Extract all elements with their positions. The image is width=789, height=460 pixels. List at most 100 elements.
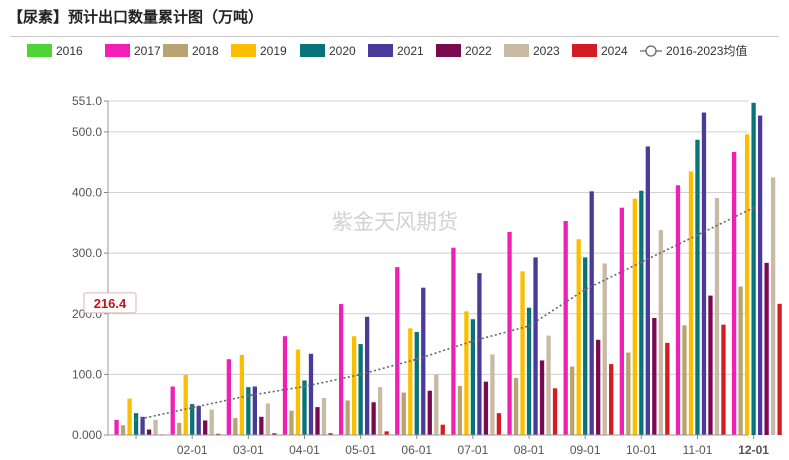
bar-2023-05-01	[377, 387, 383, 435]
y-tick-label: 300.0	[72, 246, 102, 260]
legend-swatch-2023	[504, 44, 529, 57]
bar-2018-01-01	[120, 425, 126, 435]
value-callout-text: 216.4	[94, 296, 127, 311]
legend-label-2024: 2024	[601, 44, 628, 58]
bar-2020-08-01	[526, 307, 532, 435]
bar-2017-04-01	[282, 336, 288, 435]
average-point-06-01	[415, 357, 419, 361]
bar-2023-06-01	[434, 374, 439, 435]
bar-2020-04-01	[302, 380, 307, 435]
chart-title: 【尿素】预计出口数量累计图（万吨）	[8, 8, 264, 26]
bar-2024-09-01	[609, 364, 614, 435]
bar-2021-06-01	[421, 287, 426, 435]
bar-2017-06-01	[395, 267, 400, 435]
bar-2020-12-01	[751, 102, 756, 435]
bar-2024-12-01	[777, 303, 782, 435]
x-tick-label: 09-01	[570, 443, 601, 457]
bar-2019-05-01	[351, 336, 357, 435]
bar-2022-08-01	[539, 360, 545, 435]
bar-2017-10-01	[619, 207, 624, 435]
bar-2024-02-01	[216, 433, 221, 435]
bar-2017-11-01	[675, 185, 681, 435]
bar-2019-03-01	[239, 354, 244, 435]
bar-2024-07-01	[496, 413, 502, 435]
x-tick-label: 07-01	[458, 443, 489, 457]
average-point-07-01	[471, 339, 475, 343]
bar-2018-12-01	[738, 286, 743, 435]
legend-swatch-2019	[231, 44, 256, 57]
bar-2017-05-01	[338, 304, 344, 435]
y-tick-label: 400.0	[72, 186, 102, 200]
legend-label-2021: 2021	[397, 44, 424, 58]
average-point-08-01	[527, 324, 531, 328]
bar-2020-09-01	[583, 257, 588, 435]
axes: 0.000100.0200.0300.0400.0500.0551.002-01…	[72, 94, 769, 457]
bar-2019-06-01	[408, 328, 413, 435]
bar-2022-04-01	[315, 407, 320, 435]
bar-2021-04-01	[308, 353, 314, 435]
x-tick-label: 05-01	[345, 443, 376, 457]
x-tick-label: 06-01	[401, 443, 432, 457]
legend-swatch-2021	[368, 44, 393, 57]
bar-2022-07-01	[483, 381, 489, 435]
bar-2019-04-01	[295, 349, 301, 435]
value-callout-box	[83, 292, 137, 314]
bar-2021-01-01	[140, 416, 145, 435]
bar-2021-05-01	[364, 316, 370, 435]
bar-2021-07-01	[477, 273, 482, 435]
average-line-path	[135, 206, 754, 421]
legend-label-2019: 2019	[260, 44, 287, 58]
legend-label-2023: 2023	[533, 44, 560, 58]
x-tick-label-highlighted: 12-01	[738, 443, 769, 457]
bar-2020-10-01	[639, 190, 644, 435]
bar-2018-05-01	[345, 400, 350, 435]
bar-2019-12-01	[744, 134, 750, 435]
bar-2024-08-01	[552, 388, 558, 435]
bar-2020-02-01	[190, 404, 195, 435]
y-tick-label: 500.0	[72, 125, 102, 139]
bar-2019-10-01	[632, 198, 637, 435]
bar-2019-09-01	[576, 239, 581, 435]
legend-label-2018: 2018	[192, 44, 219, 58]
legend-swatch-2024	[572, 44, 597, 57]
bar-2022-09-01	[596, 339, 601, 435]
bar-2018-07-01	[457, 385, 463, 435]
bar-2023-07-01	[490, 354, 495, 435]
bar-2024-05-01	[384, 431, 389, 435]
watermark: 紫金天风期货	[332, 210, 458, 234]
bar-2020-01-01	[133, 413, 139, 435]
bar-2018-10-01	[626, 352, 631, 435]
bar-2018-08-01	[513, 378, 519, 435]
bar-2020-05-01	[358, 344, 363, 435]
average-point-04-01	[303, 385, 306, 388]
bar-series	[114, 102, 782, 436]
legend-label-2022: 2022	[465, 44, 492, 58]
bar-2022-11-01	[708, 295, 713, 435]
bar-2020-06-01	[414, 331, 419, 435]
bar-2024-11-01	[721, 324, 726, 435]
x-tick-label: 08-01	[514, 443, 545, 457]
bar-2021-11-01	[701, 112, 707, 436]
bar-2023-04-01	[321, 398, 327, 435]
bar-2023-10-01	[658, 230, 663, 435]
legend-label-2016: 2016	[56, 44, 83, 58]
bar-2024-03-01	[272, 433, 277, 435]
y-tick-label: 551.0	[72, 94, 102, 108]
average-point-12-01	[752, 206, 755, 209]
x-tick-label: 10-01	[626, 443, 657, 457]
bar-2023-09-01	[602, 263, 607, 435]
average-point-10-01	[640, 260, 643, 264]
bar-2022-12-01	[764, 262, 769, 435]
legend-swatch-2018	[163, 44, 188, 57]
legend: 2016 2017 2018 2019 2020 2021 2022 2023 2024 2016…	[27, 43, 747, 58]
bar-2023-01-01	[153, 419, 158, 435]
grid-lines	[108, 100, 748, 436]
legend-swatch-2017	[105, 44, 130, 57]
bar-2018-02-01	[177, 422, 182, 435]
bar-2021-10-01	[645, 146, 650, 435]
bar-2019-08-01	[520, 271, 525, 435]
bar-2021-08-01	[533, 257, 538, 435]
bar-2017-12-01	[731, 151, 737, 436]
title-divider	[10, 36, 779, 37]
